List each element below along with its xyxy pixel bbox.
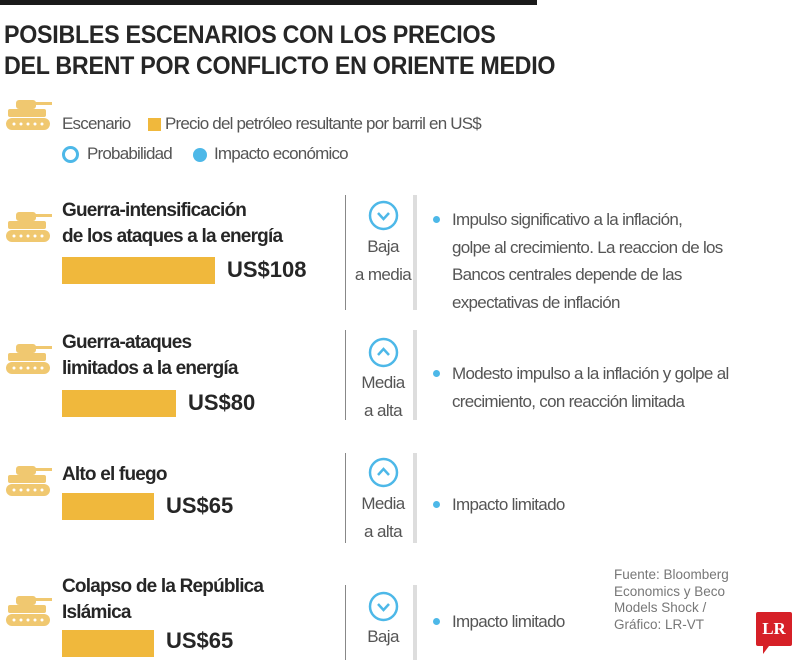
source-line: Models Shock / [614,600,707,615]
legend-probability-ring-icon [62,146,79,163]
page-title: POSIBLES ESCENARIOS CON LOS PRECIOS DEL … [4,20,555,82]
probability-line: a media [354,265,412,284]
price-label: US$80 [188,390,256,415]
probability-text: Baja a media [353,233,413,289]
divider [345,195,346,310]
impact-line: golpe al crecimiento. La reaccion de los [452,237,723,257]
impact-line: Bancos centrales depende de las [452,265,682,284]
impact-line: crecimiento, con reacción limitada [452,391,685,411]
price-bar [62,257,215,284]
scenario-title: Guerra-ataques limitados a la energía [62,330,238,382]
legend-probability: Probabilidad [87,144,173,163]
divider-bar [413,453,417,543]
source-line: Economics y Beco [614,583,726,599]
scenario-title-line: de los ataques a la energía [62,226,283,247]
scenario-title: Guerra-intensificación de los ataques a l… [62,198,283,250]
scenario-title-line: Guerra-ataques [62,332,192,353]
price-bar [62,390,176,417]
divider [345,330,346,420]
lr-logo: LR [756,612,792,654]
source-line: Fuente: Bloomberg [614,567,729,582]
scenario-title: Colapso de la República Islámica [62,574,264,626]
impact-bullet-icon [433,501,440,508]
impact-text: Impacto limitado [452,491,565,519]
impact-line: Impacto limitado [452,612,565,631]
chevron-down-circle-icon [368,591,399,622]
legend-price-swatch [148,118,161,131]
tank-icon [4,462,54,498]
title-line: DEL BRENT POR CONFLICTO EN ORIENTE MEDIO [4,52,556,80]
impact-line: Impulso significativo a la inflación, [452,210,683,229]
chevron-down-circle-icon [368,200,399,231]
impact-text: Impulso significativo a la inflación, gol… [452,206,723,316]
title-line: POSIBLES ESCENARIOS CON LOS PRECIOS [4,21,496,49]
probability-text: Media a alta [353,490,413,546]
probability-line: Media [361,373,405,392]
tank-icon [4,592,54,628]
chevron-up-circle-icon [368,457,399,488]
probability-line: Baja [367,627,399,646]
impact-line: Modesto impulso a la inflación y golpe a… [452,364,729,383]
scenario-title-line: Islámica [62,602,131,623]
scenario-title-line: limitados a la energía [62,358,238,379]
price-label: US$65 [166,628,234,653]
tank-icon [6,100,52,130]
legend-scenario: Escenario [62,114,131,133]
probability-text: Baja [353,623,413,651]
source-line: Gráfico: LR-VT [614,616,705,632]
scenario-title-line: Guerra-intensificación [62,200,247,221]
impact-text: Impacto limitado [452,608,565,636]
scenario-title-line: Alto el fuego [62,464,167,485]
probability-line: a alta [364,522,403,541]
impact-bullet-icon [433,618,440,625]
price-bar [62,630,154,657]
probability-line: a alta [364,401,403,420]
impact-bullet-icon [433,370,440,377]
scenario-title: Alto el fuego [62,462,167,488]
impact-bullet-icon [433,216,440,223]
top-rule [0,0,537,5]
scenario-title-line: Colapso de la República [62,576,264,597]
probability-line: Media [361,494,405,513]
impact-line: Impacto limitado [452,495,565,514]
divider-bar [413,330,417,420]
divider-bar [413,195,417,310]
chevron-up-circle-icon [368,337,399,368]
source-note: Fuente: Bloomberg Economics y Beco Model… [614,567,729,633]
probability-text: Media a alta [353,369,413,425]
impact-line: expectativas de inflación [452,292,620,312]
impact-text: Modesto impulso a la inflación y golpe a… [452,360,729,415]
divider-bar [413,585,417,660]
price-bar [62,493,154,520]
price-label: US$65 [166,493,234,518]
price-label: US$108 [227,257,307,282]
legend-impact: Impacto económico [214,144,349,163]
divider [345,585,346,660]
legend-price: Precio del petróleo resultante por barri… [165,114,482,133]
divider [345,453,346,543]
tank-icon [4,208,54,244]
legend-impact-dot-icon [193,148,207,162]
tank-icon [4,340,54,376]
probability-line: Baja [367,237,399,256]
